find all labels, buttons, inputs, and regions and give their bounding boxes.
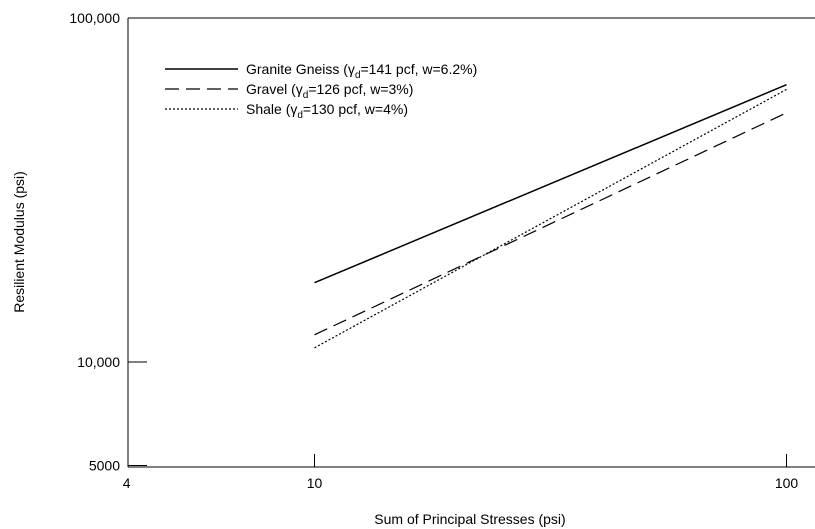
x-axis-title: Sum of Principal Stresses (psi): [374, 511, 565, 527]
series-line-dashed: [314, 112, 787, 336]
series-line-solid: [314, 84, 787, 284]
legend: Granite Gneiss (γd=141 pcf, w=6.2%)Grave…: [165, 61, 477, 121]
legend-label: Gravel (γd=126 pcf, w=3%): [246, 81, 413, 101]
y-tick-label: 10,000: [77, 354, 120, 370]
x-tick-label: 4: [123, 475, 131, 491]
y-axis-title: Resilient Modulus (psi): [11, 171, 27, 313]
y-tick-label: 100,000: [69, 10, 120, 26]
plot-frame: [127, 17, 815, 468]
series-line-dotted: [314, 88, 787, 349]
legend-label: Granite Gneiss (γd=141 pcf, w=6.2%): [246, 61, 477, 81]
x-ticks: 4 10 100: [123, 454, 799, 491]
legend-label: Shale (γd=130 pcf, w=4%): [246, 101, 408, 121]
x-tick-label: 10: [307, 475, 323, 491]
x-tick-label: 100: [775, 475, 799, 491]
series-lines: [314, 84, 787, 349]
y-ticks: 5000 10,000 100,000: [69, 10, 147, 474]
y-tick-label: 5000: [89, 458, 120, 474]
